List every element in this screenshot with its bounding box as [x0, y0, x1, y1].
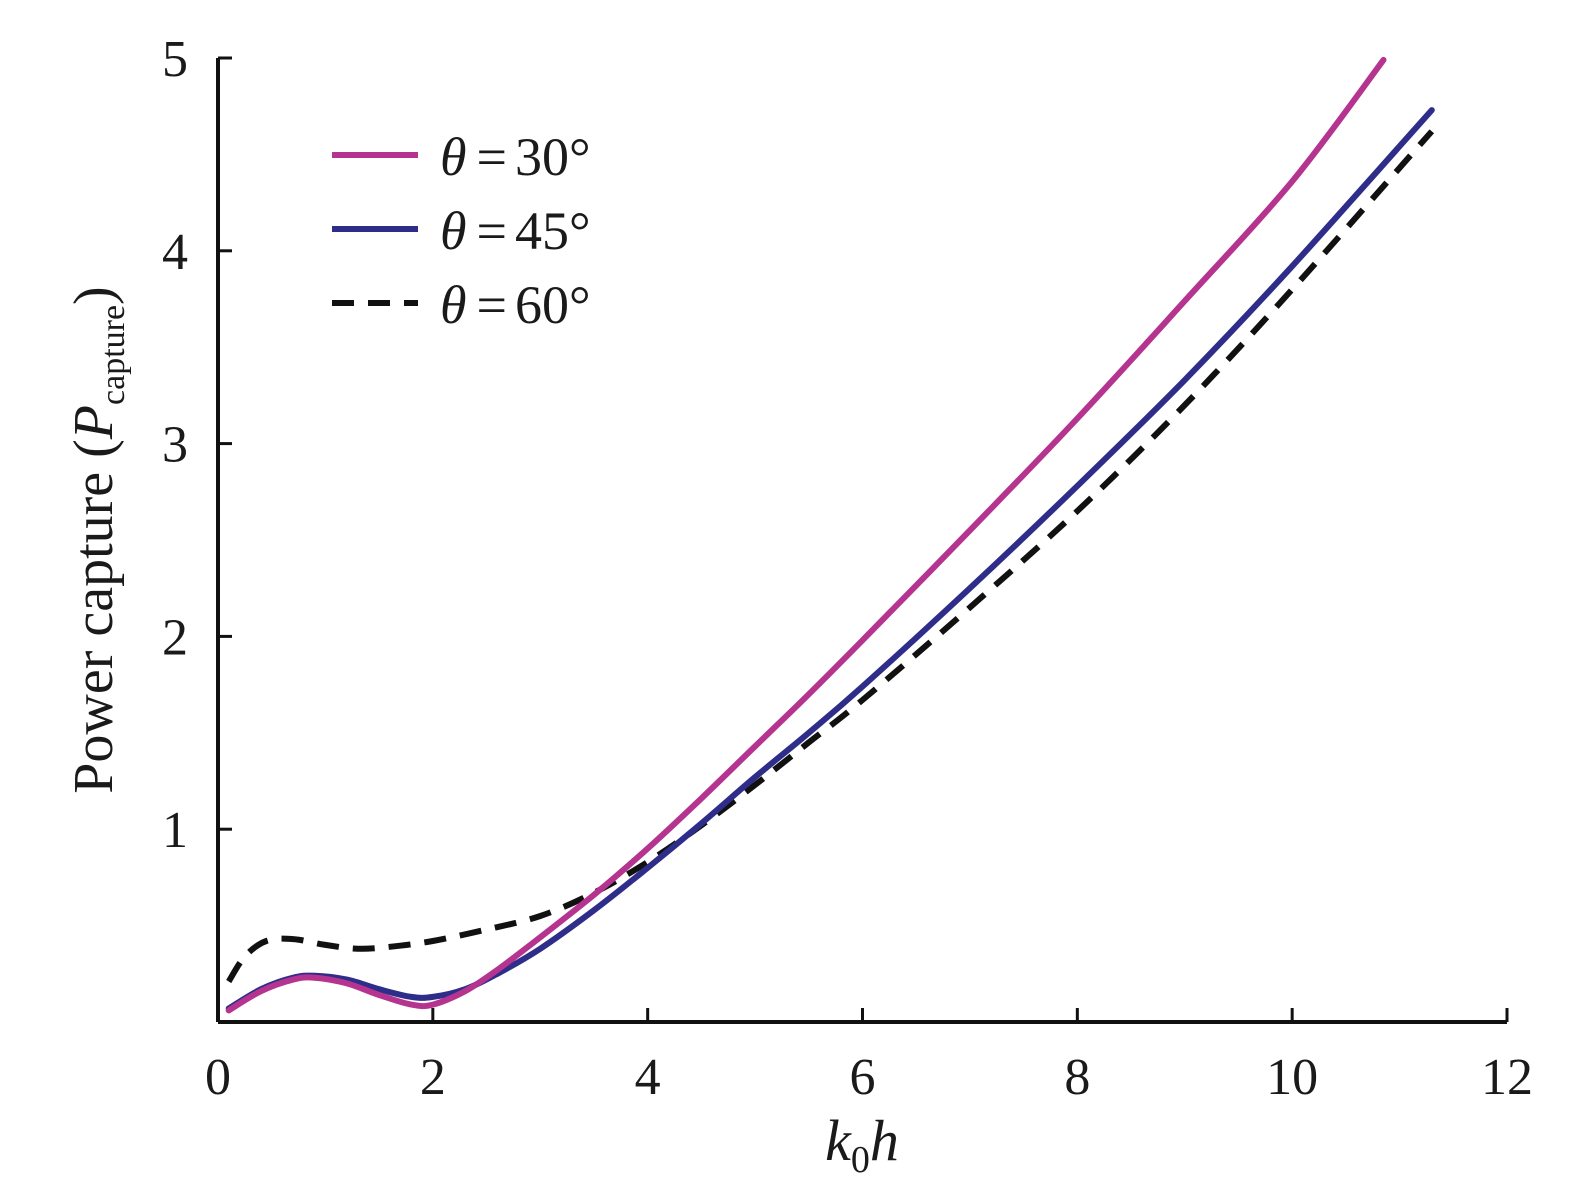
series-layer: [225, 56, 1435, 1014]
legend-label-theta-60: θ = 60°: [440, 275, 591, 335]
series-line-theta-45: [225, 107, 1435, 1012]
x-tick-label: 2: [420, 1049, 446, 1106]
y-axis-title: Power capture (Pcapture): [63, 286, 132, 793]
x-tick-label: 12: [1481, 1049, 1533, 1106]
legend-label-theta-45: θ = 45°: [440, 201, 591, 261]
y-tick-label: 1: [162, 802, 188, 859]
x-axis-title: k0h: [825, 1108, 899, 1181]
series-line-theta-30: [225, 56, 1387, 1014]
x-tick-label: 4: [635, 1049, 661, 1106]
x-tick-label: 0: [205, 1049, 231, 1106]
y-tick-label: 3: [162, 417, 188, 474]
x-tick-label: 10: [1266, 1049, 1318, 1106]
y-tick-label: 4: [162, 224, 188, 281]
x-tick-label: 8: [1064, 1049, 1090, 1106]
legend-label-theta-30: θ = 30°: [440, 127, 591, 187]
series-line-theta-60: [226, 129, 1435, 984]
legend: θ = 30° θ = 45° θ = 60°: [332, 127, 591, 335]
x-tick-label: 6: [850, 1049, 876, 1106]
y-tick-label: 2: [162, 609, 188, 666]
y-tick-label: 5: [162, 31, 188, 88]
